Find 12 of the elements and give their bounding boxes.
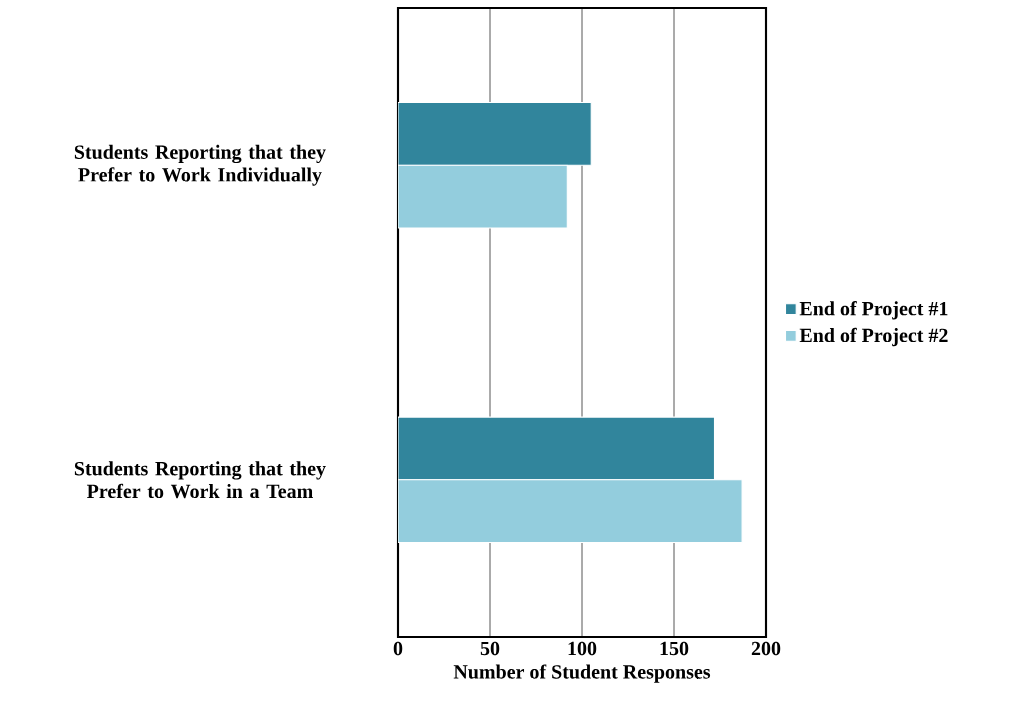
y-tick-label: Students Reporting that they Prefer to Work Individually	[74, 144, 326, 186]
legend-label: End of Project #2	[799, 327, 948, 347]
x-tick-label: 150	[660, 641, 689, 656]
y-tick-label: Students Reporting that they Prefer to Work in a Team	[74, 461, 326, 499]
x-axis-title: Number of Student Responses	[453, 664, 711, 683]
x-tick-label: 50	[480, 641, 500, 656]
x-tick-label: 100	[568, 641, 597, 656]
x-tick-label: 0	[393, 641, 403, 656]
x-tick-label: 200	[751, 641, 781, 656]
legend-label: End of Project #1	[799, 301, 948, 320]
bar	[398, 416, 716, 481]
bar	[398, 102, 592, 166]
